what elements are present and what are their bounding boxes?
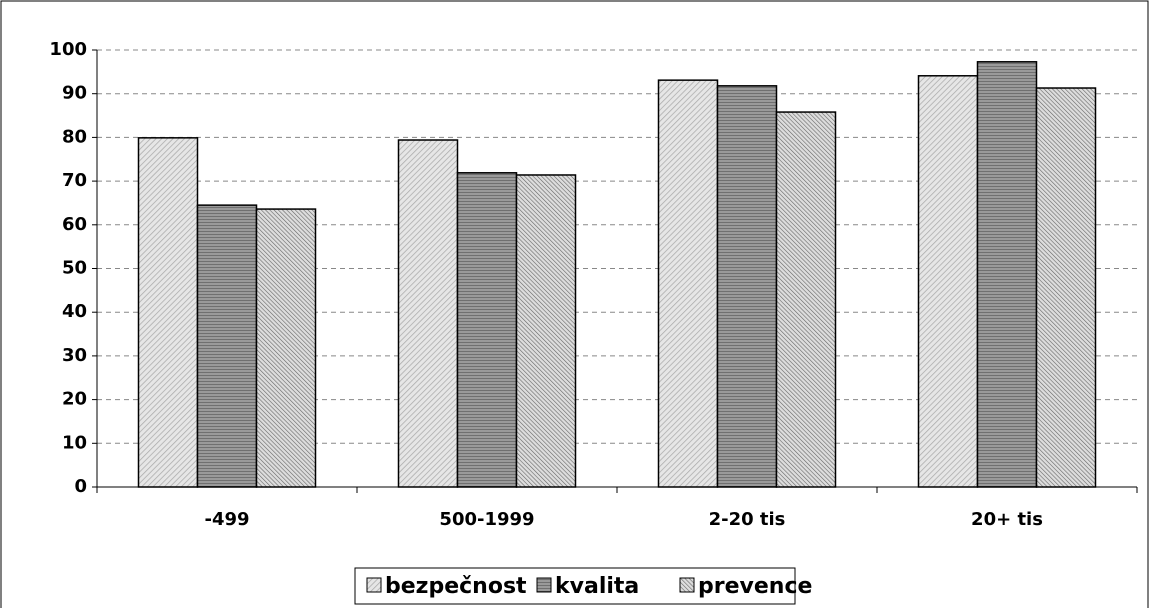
- legend-swatch: [679, 577, 695, 593]
- y-tick-label: 100: [49, 39, 87, 60]
- bar: [137, 137, 199, 488]
- y-tick-label: 60: [62, 214, 87, 235]
- legend-label: bezpečnost: [385, 574, 527, 599]
- bar: [657, 79, 719, 488]
- y-tick-label: 80: [62, 126, 87, 147]
- bar: [456, 172, 518, 488]
- bar: [515, 174, 577, 488]
- x-tick-label: 20+ tis: [971, 509, 1043, 530]
- y-tick-label: 90: [62, 83, 87, 104]
- y-tick-label: 30: [62, 345, 87, 366]
- y-tick-label: 10: [62, 432, 87, 453]
- x-tick-label: 500-1999: [439, 509, 534, 530]
- legend-swatch: [366, 577, 382, 593]
- legend: [354, 567, 796, 605]
- bar: [976, 61, 1038, 488]
- x-tick-label: 2-20 tis: [709, 509, 786, 530]
- y-tick-label: 40: [62, 301, 87, 322]
- x-tick-label: -499: [204, 509, 249, 530]
- legend-swatch: [536, 577, 552, 593]
- y-tick-label: 0: [74, 476, 87, 497]
- legend-label: kvalita: [555, 574, 639, 599]
- legend-label: prevence: [698, 574, 812, 599]
- bar: [196, 204, 258, 488]
- bar: [917, 75, 979, 488]
- bar: [255, 208, 317, 488]
- y-tick-label: 50: [62, 258, 87, 279]
- bar: [397, 139, 459, 488]
- bar: [716, 85, 778, 488]
- y-tick-label: 70: [62, 170, 87, 191]
- bar: [775, 111, 837, 488]
- bar: [1035, 87, 1097, 488]
- y-tick-label: 20: [62, 389, 87, 410]
